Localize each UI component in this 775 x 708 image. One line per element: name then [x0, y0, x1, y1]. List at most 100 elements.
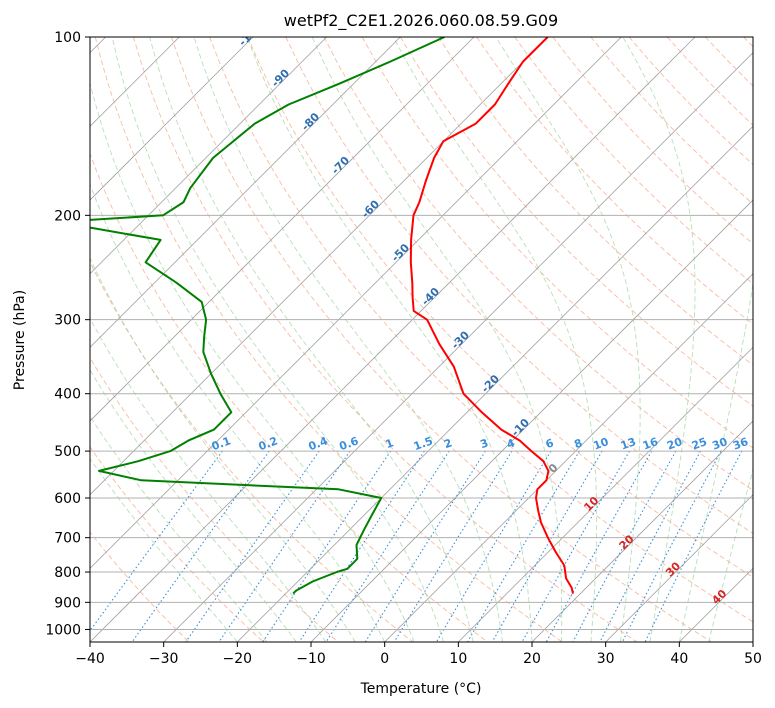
mixing-ratio-line — [521, 450, 630, 642]
isotherm-line — [163, 52, 753, 642]
moist-adiabat-line — [311, 37, 563, 642]
isotherm-line — [310, 199, 753, 642]
y-tick-label: 600 — [54, 491, 81, 507]
mixing-ratio-label: 20 — [665, 435, 684, 453]
mixing-ratio-line — [572, 450, 677, 642]
mixing-ratio-label: 0.4 — [307, 434, 330, 453]
chart-title: wetPf2_C2E1.2026.060.08.59.G09 — [284, 11, 558, 31]
dry-adiabat-line — [399, 37, 753, 407]
plot-frame — [89, 36, 754, 643]
isotherm-line — [458, 346, 753, 642]
moist-adiabat-line — [90, 317, 327, 642]
dry-adiabat-line — [90, 531, 190, 642]
mixing-ratio-label: 6 — [544, 436, 556, 451]
x-tick-label: 10 — [449, 651, 467, 667]
moist-adiabat-line — [678, 280, 753, 642]
y-tick-label: 1000 — [45, 622, 81, 638]
moist-adiabat-line — [90, 415, 268, 642]
x-tick-label: 20 — [523, 651, 541, 667]
dry-adiabat-line — [285, 37, 753, 535]
mixing-ratio-label: 25 — [690, 435, 709, 452]
mixing-ratio-label: 0.6 — [338, 434, 361, 453]
y-tick-label: 400 — [54, 387, 81, 403]
mixing-ratio-label: 3 — [478, 436, 490, 451]
isotherm-line — [605, 494, 753, 642]
isotherm-line — [90, 37, 254, 201]
isotherm-line — [90, 37, 401, 348]
mixing-ratio-line — [545, 450, 653, 642]
mixing-ratio-label: 30 — [710, 435, 729, 453]
mixing-ratio-line — [644, 450, 743, 642]
y-axis-ticks: 100 200 300 400 500 600 700 800 900 1000 — [45, 30, 90, 638]
dewpoint-series-line — [90, 37, 445, 595]
mixing-ratio-label: 2 — [442, 436, 454, 451]
dry-adiabat-line — [247, 37, 753, 578]
y-tick-label: 700 — [54, 531, 81, 547]
dry-adiabat-line — [132, 37, 638, 642]
y-axis-label: Pressure (hPa) — [12, 290, 28, 390]
isotherm-line — [90, 37, 548, 496]
pressure-gridlines — [90, 37, 753, 630]
isotherm-line — [237, 125, 753, 642]
moist-adiabat-line — [90, 257, 356, 642]
moist-adiabat-line — [90, 457, 238, 642]
dry-adiabat-line — [90, 261, 414, 642]
isotherm-line — [384, 273, 753, 642]
profile-series — [90, 37, 574, 595]
mixing-ratio-line — [599, 450, 701, 642]
moist-adiabat-line — [246, 37, 533, 642]
mixing-ratio-lines — [90, 450, 743, 642]
mixing-ratio-line — [218, 450, 351, 642]
moist-adiabat-line — [111, 37, 445, 642]
isotherm-line — [90, 37, 696, 642]
isotherm-line — [90, 37, 475, 422]
x-axis-label: Temperature (°C) — [360, 681, 482, 697]
mixing-ratio-label: 0.1 — [210, 434, 233, 453]
mixing-ratio-label: 36 — [731, 435, 750, 453]
x-tick-label: −30 — [149, 651, 179, 667]
x-tick-label: 40 — [670, 651, 688, 667]
x-axis-ticks: −40 −30 −20 −10 0 10 20 30 40 50 — [75, 642, 762, 667]
mixing-ratio-label: 4 — [505, 436, 517, 451]
mixing-ratio-label: 16 — [641, 435, 660, 453]
moist-adiabat-line — [393, 37, 598, 642]
temperature-series-line — [409, 37, 574, 594]
x-tick-label: −40 — [75, 651, 105, 667]
dry-adiabat-line — [90, 356, 339, 642]
mixing-ratio-label: 13 — [619, 435, 638, 452]
mixing-ratio-label: 10 — [592, 435, 611, 453]
moist-adiabat-line — [708, 467, 753, 642]
skewed-isotherms — [90, 37, 753, 642]
mixing-ratio-line — [491, 450, 603, 642]
x-tick-label: −20 — [223, 651, 253, 667]
dry-adiabat-line — [438, 37, 753, 366]
mixing-ratio-label: 1 — [384, 436, 396, 451]
isotherm-line — [90, 37, 327, 275]
moist-adiabat-line — [193, 37, 503, 642]
x-tick-label: 0 — [380, 651, 389, 667]
dry-adiabat-line — [90, 446, 264, 642]
moist-adiabat-line — [495, 37, 641, 642]
mixing-ratio-line — [185, 450, 320, 642]
y-tick-label: 200 — [54, 208, 81, 224]
y-tick-label: 300 — [54, 313, 81, 329]
dry-adiabat-line — [94, 37, 563, 642]
mixing-ratio-label: 8 — [572, 436, 584, 451]
y-tick-label: 100 — [54, 30, 81, 46]
isotherm-label: -100 — [236, 20, 265, 49]
y-tick-label: 500 — [54, 444, 81, 460]
x-tick-label: 50 — [744, 651, 762, 667]
moist-adiabat-line — [149, 37, 474, 642]
mixing-ratio-label: 1.5 — [412, 434, 435, 453]
moist-adiabat-line — [622, 37, 696, 642]
x-tick-label: 30 — [597, 651, 615, 667]
mixing-ratio-line — [393, 450, 513, 642]
mixing-ratio-line — [621, 450, 722, 642]
mixing-ratio-line — [298, 450, 425, 642]
dry-adiabat-line — [209, 37, 753, 623]
moist-adiabat-line — [90, 81, 415, 642]
dry-adiabat-line — [323, 37, 753, 491]
dry-adiabat-line — [514, 37, 753, 285]
